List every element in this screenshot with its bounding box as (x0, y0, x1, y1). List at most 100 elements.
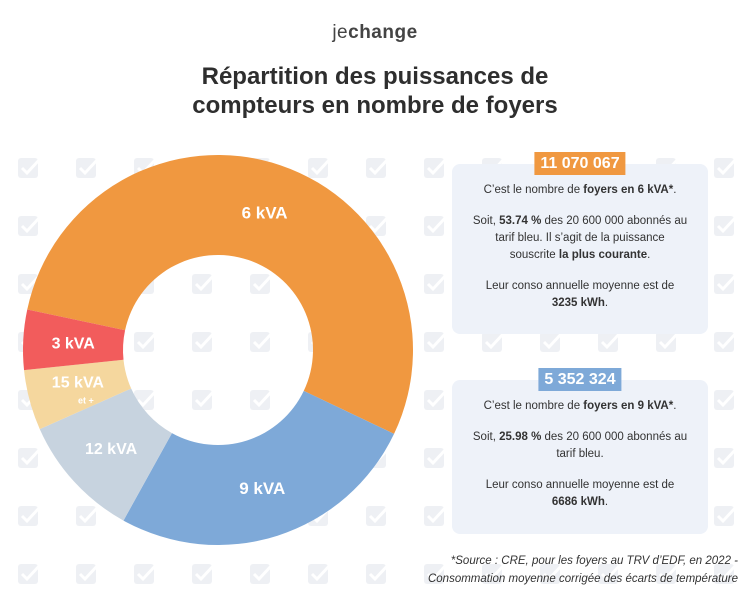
pattern-checkmark-icon (192, 563, 216, 584)
logo-part-je: je (332, 22, 349, 43)
pattern-checkmark-icon (18, 157, 42, 178)
pattern-checkmark-icon (540, 563, 564, 584)
bold-text: 25.98 % (499, 431, 542, 443)
pattern-checkmark-icon (76, 157, 100, 178)
title-line-2: compteurs en nombre de foyers (192, 92, 558, 119)
pattern-checkmark-icon (482, 563, 506, 584)
text: Leur conso annuelle moyenne est de (485, 280, 675, 292)
slice-label: 15 kVA (52, 374, 105, 391)
card-9kva-text: C’est le nombre de foyers en 9 kVA*. Soi… (472, 398, 688, 525)
text: Soit, (472, 431, 500, 443)
text: . (673, 184, 677, 196)
pattern-checkmark-icon (714, 331, 738, 352)
pattern-checkmark-icon (714, 215, 738, 236)
pattern-checkmark-icon (366, 563, 390, 584)
pattern-checkmark-icon (134, 563, 158, 584)
card-6kva-line-2: Soit, 53.74 % des 20 600 000 abonnés au … (472, 213, 688, 264)
card-9kva-line-1: C’est le nombre de foyers en 9 kVA*. (472, 398, 688, 415)
info-card-6kva: 11 070 067 C’est le nombre de foyers en … (452, 152, 708, 334)
slice-label: 3 kVA (52, 335, 96, 352)
pattern-checkmark-icon (714, 389, 738, 410)
donut-chart: 6 kVA 9 kVA 12 kVA 15 kVA et + 3 kVA (22, 154, 414, 546)
pattern-checkmark-icon (366, 505, 390, 526)
text: . (604, 297, 609, 309)
card-9kva-line-3: Leur conso annuelle moyenne est de 6686 … (472, 477, 688, 511)
text: C’est le nombre de (483, 184, 584, 196)
pattern-checkmark-icon (424, 389, 448, 410)
bold-text: 6686 kWh (551, 496, 605, 508)
pattern-checkmark-icon (540, 331, 564, 352)
slice-label: 6 kVA (242, 204, 288, 223)
bold-text: 3235 kWh (551, 297, 605, 309)
pattern-checkmark-icon (482, 331, 506, 352)
slice-sublabel: et + (78, 395, 94, 405)
slice-6-kva (27, 154, 414, 434)
pattern-checkmark-icon (656, 563, 680, 584)
pattern-checkmark-icon (424, 331, 448, 352)
pattern-checkmark-icon (714, 273, 738, 294)
bold-text: foyers en 9 kVA* (583, 400, 674, 412)
pattern-checkmark-icon (76, 505, 100, 526)
info-card-9kva: 5 352 324 C’est le nombre de foyers en 9… (452, 368, 708, 534)
pattern-checkmark-icon (192, 273, 216, 294)
pattern-checkmark-icon (424, 215, 448, 236)
pattern-checkmark-icon (598, 563, 622, 584)
pattern-checkmark-icon (714, 563, 738, 584)
pattern-checkmark-icon (366, 157, 390, 178)
households-6kva-badge: 11 070 067 (534, 152, 626, 175)
pattern-checkmark-icon (250, 273, 274, 294)
pattern-checkmark-icon (18, 505, 42, 526)
bold-text: foyers en 6 kVA* (583, 184, 674, 196)
source-note: *Source : CRE, pour les foyers au TRV d’… (318, 552, 738, 588)
slice-label: 12 kVA (85, 441, 138, 458)
pattern-checkmark-icon (134, 331, 158, 352)
pattern-checkmark-icon (424, 273, 448, 294)
pattern-checkmark-icon (424, 157, 448, 178)
pattern-checkmark-icon (308, 157, 332, 178)
card-9kva-line-2: Soit, 25.98 % des 20 600 000 abonnés au … (472, 429, 688, 463)
card-6kva-text: C’est le nombre de foyers en 6 kVA*. Soi… (472, 182, 688, 326)
text: des 20 600 000 abonnés au tarif bleu. Il… (495, 215, 688, 261)
text: . (673, 400, 677, 412)
text: Leur conso annuelle moyenne est de (485, 479, 675, 491)
pattern-checkmark-icon (714, 505, 738, 526)
text: . (647, 249, 651, 261)
slice-15-kva (24, 359, 132, 430)
pattern-checkmark-icon (714, 157, 738, 178)
pattern-checkmark-icon (424, 447, 448, 468)
slice-label: 9 kVA (239, 479, 285, 498)
page-title: Répartition des puissances de compteurs … (100, 62, 650, 120)
pattern-checkmark-icon (192, 389, 216, 410)
source-line-1: *Source : CRE, pour les foyers au TRV d’… (450, 555, 738, 567)
card-6kva-line-1: C’est le nombre de foyers en 6 kVA*. (472, 182, 688, 199)
pattern-checkmark-icon (250, 389, 274, 410)
slice-9-kva (123, 390, 395, 546)
jechange-logo: jechange (0, 22, 750, 44)
source-line-2: Consommation moyenne corrigée des écarts… (427, 573, 738, 585)
households-9kva-badge: 5 352 324 (538, 368, 622, 391)
text: . (604, 496, 609, 508)
bold-text: la plus courante (558, 249, 648, 261)
title-line-1: Répartition des puissances de (201, 63, 549, 90)
pattern-checkmark-icon (598, 331, 622, 352)
text: des 20 600 000 abonnés au tarif bleu. (541, 431, 688, 460)
text: C’est le nombre de (483, 400, 584, 412)
pattern-checkmark-icon (192, 331, 216, 352)
bold-text: 53.74 % (499, 215, 542, 227)
slice-3-kva (22, 309, 126, 371)
pattern-checkmark-icon (18, 563, 42, 584)
pattern-checkmark-icon (424, 505, 448, 526)
pattern-checkmark-icon (308, 563, 332, 584)
pattern-checkmark-icon (424, 563, 448, 584)
text: Soit, (472, 215, 500, 227)
slice-12-kva (39, 388, 172, 521)
pattern-checkmark-icon (18, 215, 42, 236)
pattern-checkmark-icon (656, 331, 680, 352)
pattern-checkmark-icon (76, 563, 100, 584)
logo-part-change: change (348, 22, 418, 43)
card-6kva-line-3: Leur conso annuelle moyenne est de 3235 … (472, 278, 688, 312)
pattern-checkmark-icon (250, 563, 274, 584)
pattern-checkmark-icon (714, 447, 738, 468)
pattern-checkmark-icon (250, 331, 274, 352)
pattern-checkmark-icon (18, 447, 42, 468)
